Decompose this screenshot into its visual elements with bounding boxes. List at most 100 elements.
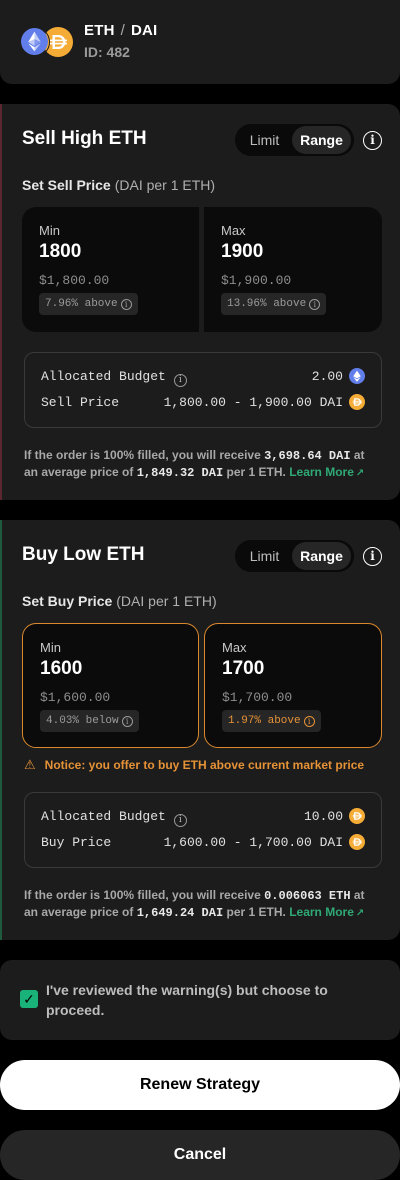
info-icon[interactable]: i — [173, 374, 187, 387]
info-icon[interactable]: i — [120, 299, 132, 310]
info-icon[interactable]: i — [121, 716, 133, 727]
buy-notice-text: Notice: you offer to buy ETH above curre… — [44, 758, 365, 772]
sell-section-title: Sell High ETH — [22, 128, 147, 149]
sell-min-price-input[interactable]: Min 1800 $1,800.00 7.96% above i — [22, 207, 199, 332]
buy-summary-post: per 1 ETH. — [226, 905, 286, 919]
buy-limit-tab[interactable]: Limit — [249, 548, 280, 564]
info-icon[interactable]: i — [303, 716, 315, 727]
sell-max-usd: $1,900.00 — [221, 273, 292, 288]
sell-min-value[interactable]: 1800 — [39, 241, 82, 262]
sell-summary-pre: If the order is 100% filled, you will re… — [24, 448, 261, 462]
sell-summary-amount: 3,698.64 DAI — [264, 449, 351, 463]
buy-price-label: Buy Price — [41, 835, 112, 850]
token-pair: ETH / DAI — [84, 22, 157, 39]
buy-max-usd: $1,700.00 — [222, 690, 293, 705]
buy-summary-amount: 0.006063 ETH — [264, 889, 351, 903]
buy-range-tab[interactable]: Range — [292, 542, 351, 570]
buy-budget-summary: Allocated Budget i 10.00 Buy Price 1,600.… — [24, 792, 382, 868]
quote-token-label: DAI — [130, 22, 158, 39]
buy-price-value: 1,600.00 - 1,700.00 DAI — [163, 835, 343, 850]
sell-min-label: Min — [39, 223, 60, 238]
buy-fill-summary: If the order is 100% filled, you will re… — [24, 887, 380, 922]
buy-price-notice: ⚠ Notice: you offer to buy ETH above curr… — [24, 757, 364, 773]
sell-max-value[interactable]: 1900 — [221, 241, 264, 262]
dai-icon — [349, 834, 365, 850]
acknowledge-label[interactable]: I've reviewed the warning(s) but choose … — [46, 982, 328, 1018]
sell-high-section: Sell High ETH Limit Range i Set Sell Pri… — [0, 104, 400, 500]
strategy-id: ID: 482 — [84, 44, 130, 60]
sell-limit-tab[interactable]: Limit — [249, 132, 280, 148]
buy-max-percent-text: 1.97% above — [228, 715, 301, 727]
sell-price-label: Sell Price — [41, 395, 120, 410]
buy-budget-row: Allocated Budget i 10.00 — [41, 807, 365, 827]
buy-info-icon[interactable]: i — [363, 547, 382, 566]
sell-price-value: 1,800.00 - 1,900.00 DAI — [163, 395, 343, 410]
sell-range-tab[interactable]: Range — [292, 126, 351, 154]
sell-fill-summary: If the order is 100% filled, you will re… — [24, 447, 380, 482]
sell-price-mode-toggle: Limit Range — [235, 124, 354, 156]
sell-summary-post: per 1 ETH. — [226, 465, 286, 479]
buy-budget-key: Allocated Budget i — [41, 809, 187, 827]
sell-price-unit: (DAI per 1 ETH) — [114, 177, 216, 193]
buy-min-label: Min — [40, 640, 61, 655]
sell-budget-value: 2.00 — [311, 369, 343, 384]
buy-max-price-input[interactable]: Max 1700 $1,700.00 1.97% above i — [204, 623, 382, 748]
dai-icon — [349, 394, 365, 410]
sell-budget-key: Allocated Budget i — [41, 369, 187, 387]
warning-acknowledgement: ✓ I've reviewed the warning(s) but choos… — [0, 960, 400, 1040]
sell-min-percent-text: 7.96% above — [45, 298, 118, 310]
info-icon[interactable]: i — [309, 299, 321, 310]
sell-max-percent-text: 13.96% above — [227, 298, 307, 310]
dai-token-icon — [43, 27, 73, 57]
buy-low-section: Buy Low ETH Limit Range i Set Buy Price(… — [0, 520, 400, 940]
buy-price-unit: (DAI per 1 ETH) — [116, 593, 217, 609]
buy-set-price-label: Set Buy Price (DAI per 1 ETH) — [22, 593, 217, 609]
strategy-header: ETH / DAI ID: 482 — [0, 0, 400, 84]
buy-budget-value: 10.00 — [303, 809, 343, 824]
buy-summary-mid: at an average price of — [24, 888, 365, 919]
buy-min-value[interactable]: 1600 — [40, 658, 83, 679]
sell-budget-label: Allocated Budget — [41, 369, 166, 384]
cancel-button[interactable]: Cancel — [0, 1130, 400, 1180]
buy-min-percent-text: 4.03% below — [46, 715, 119, 727]
buy-min-price-input[interactable]: Min 1600 $1,600.00 4.03% below i — [22, 623, 199, 748]
buy-section-title: Buy Low ETH — [22, 544, 145, 565]
base-token-label: ETH — [84, 22, 115, 39]
buy-max-percent-badge: 1.97% above i — [222, 710, 321, 732]
sell-min-usd: $1,800.00 — [39, 273, 110, 288]
dai-icon — [349, 808, 365, 824]
buy-max-label: Max — [222, 640, 247, 655]
info-icon[interactable]: i — [173, 814, 187, 827]
buy-summary-pre: If the order is 100% filled, you will re… — [24, 888, 261, 902]
sell-learn-more-link[interactable]: Learn More — [289, 465, 354, 479]
sell-max-label: Max — [221, 223, 246, 238]
external-link-icon[interactable]: ↗ — [355, 908, 365, 919]
sell-summary-average: 1,849.32 DAI — [136, 466, 224, 480]
sell-price-row: Sell Price 1,800.00 - 1,900.00 DAI — [41, 393, 365, 413]
sell-min-percent-badge: 7.96% above i — [39, 293, 138, 315]
buy-budget-label: Allocated Budget — [41, 809, 166, 824]
eth-icon — [349, 368, 365, 384]
sell-budget-summary: Allocated Budget i 2.00 Sell Price 1,800.… — [24, 352, 382, 428]
renew-strategy-button[interactable]: Renew Strategy — [0, 1060, 400, 1110]
buy-summary-average: 1,649.24 DAI — [136, 906, 224, 920]
sell-budget-row: Allocated Budget i 2.00 — [41, 367, 365, 387]
sell-max-percent-badge: 13.96% above i — [221, 293, 327, 315]
pair-separator: / — [120, 22, 125, 39]
eth-token-icon — [20, 27, 50, 57]
sell-max-price-input[interactable]: Max 1900 $1,900.00 13.96% above i — [204, 207, 382, 332]
buy-price-row: Buy Price 1,600.00 - 1,700.00 DAI — [41, 833, 365, 853]
buy-set-price-text: Set Buy Price — [22, 593, 113, 609]
acknowledge-checkbox[interactable]: ✓ — [20, 990, 38, 1008]
sell-set-price-label: Set Sell Price (DAI per 1 ETH) — [22, 177, 215, 193]
sell-info-icon[interactable]: i — [363, 131, 382, 150]
buy-max-value[interactable]: 1700 — [222, 658, 265, 679]
sell-set-price-text: Set Sell Price — [22, 177, 111, 193]
buy-min-percent-badge: 4.03% below i — [40, 710, 139, 732]
buy-learn-more-link[interactable]: Learn More — [289, 905, 354, 919]
external-link-icon[interactable]: ↗ — [355, 468, 365, 479]
warning-icon: ⚠ — [24, 757, 36, 772]
buy-min-usd: $1,600.00 — [40, 690, 111, 705]
sell-summary-mid: at an average price of — [24, 448, 365, 479]
buy-price-mode-toggle: Limit Range — [235, 540, 354, 572]
